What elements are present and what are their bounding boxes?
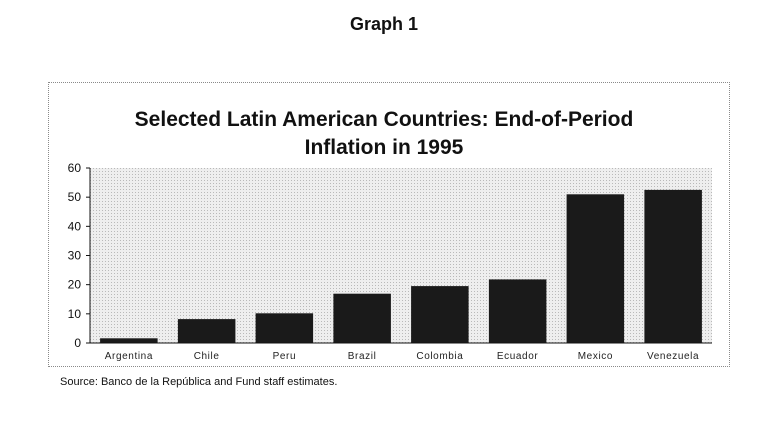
x-tick-label: Argentina: [105, 351, 153, 362]
y-tick-label: 30: [68, 249, 82, 263]
bar-venezuela: [644, 189, 702, 343]
bar-peru: [255, 313, 314, 344]
bar-argentina: [100, 338, 158, 343]
x-tick-label: Mexico: [578, 351, 613, 362]
x-tick-label: Colombia: [416, 351, 463, 362]
chart-title: Selected Latin American Countries: End-o…: [0, 106, 768, 162]
y-tick-label: 20: [68, 278, 82, 292]
y-tick-label: 40: [68, 219, 82, 233]
chart-title-line-1: Selected Latin American Countries: End-o…: [134, 108, 634, 131]
x-tick-label: Brazil: [348, 351, 377, 362]
bar-brazil: [333, 293, 391, 343]
bar-chile: [177, 319, 236, 343]
x-tick-label: Venezuela: [647, 351, 699, 362]
bar-colombia: [411, 286, 469, 343]
x-tick-label: Chile: [194, 351, 220, 362]
x-tick-label: Ecuador: [497, 351, 539, 362]
graph-label: Graph 1: [349, 14, 419, 34]
y-tick-label: 10: [68, 307, 82, 321]
y-tick-label: 0: [74, 336, 81, 350]
chart-title-line-2: Inflation in 1995: [304, 136, 464, 159]
y-tick-label: 50: [68, 190, 82, 204]
x-tick-label: Peru: [273, 351, 297, 362]
bar-ecuador: [488, 279, 547, 343]
y-tick-label: 60: [68, 161, 82, 175]
bar-mexico: [566, 194, 625, 344]
source-note: Source: Banco de la República and Fund s…: [60, 376, 338, 388]
chart-frame: [48, 82, 730, 367]
